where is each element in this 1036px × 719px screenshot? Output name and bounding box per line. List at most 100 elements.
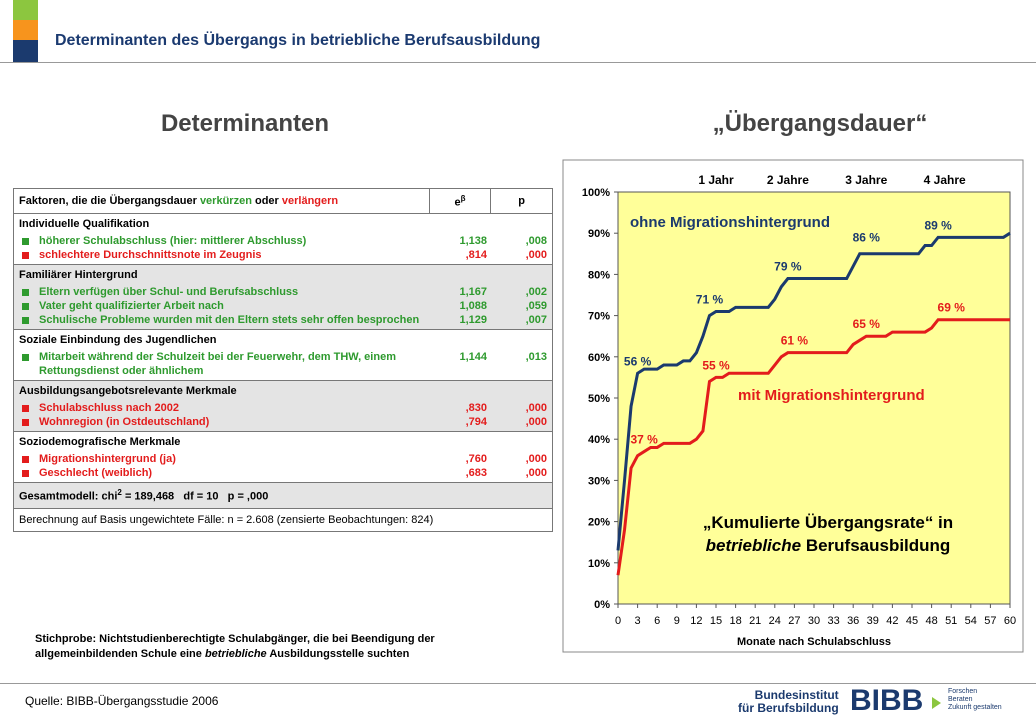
series-line xyxy=(616,318,1010,576)
x-tick-label: 24 xyxy=(769,615,781,627)
factor-e: 1,138 xyxy=(459,235,487,247)
logo-line: für Berufsbildung xyxy=(738,701,839,715)
series-name: mit Migrationshintergrund xyxy=(738,387,925,404)
tagline: Forschen Beraten Zukunft gestalten xyxy=(948,688,1002,712)
basis-cell: Berechnung auf Basis ungewichtete Fälle:… xyxy=(13,507,553,532)
header-cell: eβ xyxy=(428,188,492,214)
header-text: e xyxy=(454,196,461,209)
x-tick-label: 15 xyxy=(710,615,722,627)
factor-e: ,760 xyxy=(465,453,487,465)
factor-row: Schulische Probleme wurden mit den Elter… xyxy=(19,313,547,327)
model-row: Gesamtmodell: chi2 = 189,468 df = 10 p =… xyxy=(13,482,553,509)
group-row: Soziale Einbindung des Jugendlichen Mitar… xyxy=(13,329,553,381)
factor-text: Geschlecht (weiblich) xyxy=(19,466,427,480)
factor-p: ,013 xyxy=(525,351,547,363)
top-label: 3 Jahre xyxy=(845,173,887,187)
factor-e: 1,167 xyxy=(459,286,487,298)
heading: Determinanten xyxy=(160,110,330,137)
note-text: Stichprobe: Nichtstudienberechtigte Schu… xyxy=(35,633,435,660)
x-tick-label: 36 xyxy=(847,615,859,627)
y-tick-label: 90% xyxy=(588,228,610,240)
y-tick-label: 30% xyxy=(588,475,610,487)
data-label: 69 % xyxy=(938,301,966,315)
factor-text: schlechtere Durchschnittsnote im Zeugnis xyxy=(19,248,427,262)
x-tick-label: 57 xyxy=(984,615,996,627)
y-tick-label: 60% xyxy=(588,352,610,364)
logo-square xyxy=(13,0,38,20)
factor-p: ,059 xyxy=(525,300,547,312)
data-label: 79 % xyxy=(774,260,802,274)
x-tick-label: 12 xyxy=(690,615,702,627)
x-tick-label: 60 xyxy=(1004,615,1016,627)
factor-row: Migrationshintergrund (ja) ,760 ,000 xyxy=(19,452,547,466)
caption: betriebliche Berufsausbildung xyxy=(706,536,951,555)
group-row: Soziodemografische Merkmale Migrationshin… xyxy=(13,431,553,483)
header-cell: p xyxy=(490,188,553,214)
heading: „Übergangsdauer“ xyxy=(712,110,928,137)
header-row: Faktoren, die die Übergangsdauer verkürz… xyxy=(13,188,553,214)
x-tick-label: 42 xyxy=(886,615,898,627)
factor-row: höherer Schulabschluss (hier: mittlerer … xyxy=(19,234,547,248)
factor-e: ,794 xyxy=(465,416,487,428)
factor-e: 1,129 xyxy=(459,314,487,326)
factor-p: ,000 xyxy=(525,249,547,261)
factor-row: schlechtere Durchschnittsnote im Zeugnis… xyxy=(19,248,547,262)
x-tick-label: 33 xyxy=(827,615,839,627)
factor-text: Schulabschluss nach 2002 xyxy=(19,401,427,415)
group-cell: Individuelle Qualifikation höherer Schula… xyxy=(13,213,553,265)
factor-p: ,007 xyxy=(525,314,547,326)
header-text: Faktoren, die die Übergangsdauer xyxy=(19,195,197,207)
factor-p: ,002 xyxy=(525,286,547,298)
group-title: Soziale Einbindung des Jugendlichen xyxy=(19,334,217,346)
factor-text: Eltern verfügen über Schul- und Berufsab… xyxy=(19,285,427,299)
logo-mark: BIBB xyxy=(850,684,924,717)
x-tick-label: 27 xyxy=(788,615,800,627)
slide-title: Determinanten des Übergangs in betriebli… xyxy=(55,32,541,49)
x-tick-label: 18 xyxy=(729,615,741,627)
divider xyxy=(0,62,1036,63)
factor-p: ,000 xyxy=(525,416,547,428)
note-italic: betriebliche xyxy=(204,648,267,660)
factor-text: Mitarbeit während der Schulzeit bei der … xyxy=(19,350,427,378)
model-sup: 2 xyxy=(117,488,122,497)
data-label: 89 % xyxy=(924,218,952,232)
factor-e: ,814 xyxy=(465,249,487,261)
group-cell: Ausbildungsangebotsrelevante Merkmale Sch… xyxy=(13,380,553,432)
data-label: 55 % xyxy=(702,358,730,372)
basis-row: Berechnung auf Basis ungewichtete Fälle:… xyxy=(13,507,553,532)
top-label: 1 Jahr xyxy=(698,173,734,187)
factor-e: 1,088 xyxy=(459,300,487,312)
data-label: 56 % xyxy=(624,354,652,368)
group-cell: Soziodemografische Merkmale Migrationshin… xyxy=(13,431,553,483)
header-sup: β xyxy=(460,193,466,203)
factor-e: 1,144 xyxy=(459,351,487,363)
factor-text: Migrationshintergrund (ja) xyxy=(19,452,427,466)
factor-row: Eltern verfügen über Schul- und Berufsab… xyxy=(19,285,547,299)
group-cell: Soziale Einbindung des Jugendlichen Mitar… xyxy=(13,329,553,381)
data-label: 61 % xyxy=(781,334,809,348)
tagline-line: Zukunft gestalten xyxy=(948,704,1002,711)
header-text: verlängern xyxy=(281,195,339,207)
group-row: Individuelle Qualifikation höherer Schula… xyxy=(13,213,553,265)
factor-p: ,000 xyxy=(525,453,547,465)
y-tick-label: 20% xyxy=(588,517,610,529)
factor-row: Schulabschluss nach 2002 ,830 ,000 xyxy=(19,401,547,415)
factor-e: ,683 xyxy=(465,467,487,479)
top-label: 4 Jahre xyxy=(924,173,966,187)
y-tick-label: 100% xyxy=(582,187,610,199)
y-tick-label: 50% xyxy=(588,393,610,405)
plot-area xyxy=(617,191,1011,605)
x-tick-label: 51 xyxy=(945,615,957,627)
x-tick-label: 6 xyxy=(654,615,660,627)
factor-row: Vater geht qualifizierter Arbeit nach 1,0… xyxy=(19,299,547,313)
y-tick-label: 80% xyxy=(588,269,610,281)
factor-p: ,000 xyxy=(525,402,547,414)
group-title: Ausbildungsangebotsrelevante Merkmale xyxy=(19,385,237,397)
logo-square xyxy=(13,20,38,40)
logo-arrow xyxy=(932,697,941,709)
group-cell: Familiärer Hintergrund Eltern verfügen üb… xyxy=(13,264,553,330)
group-title: Familiärer Hintergrund xyxy=(19,269,138,281)
y-tick-label: 70% xyxy=(588,311,610,323)
data-label: 86 % xyxy=(853,231,881,245)
